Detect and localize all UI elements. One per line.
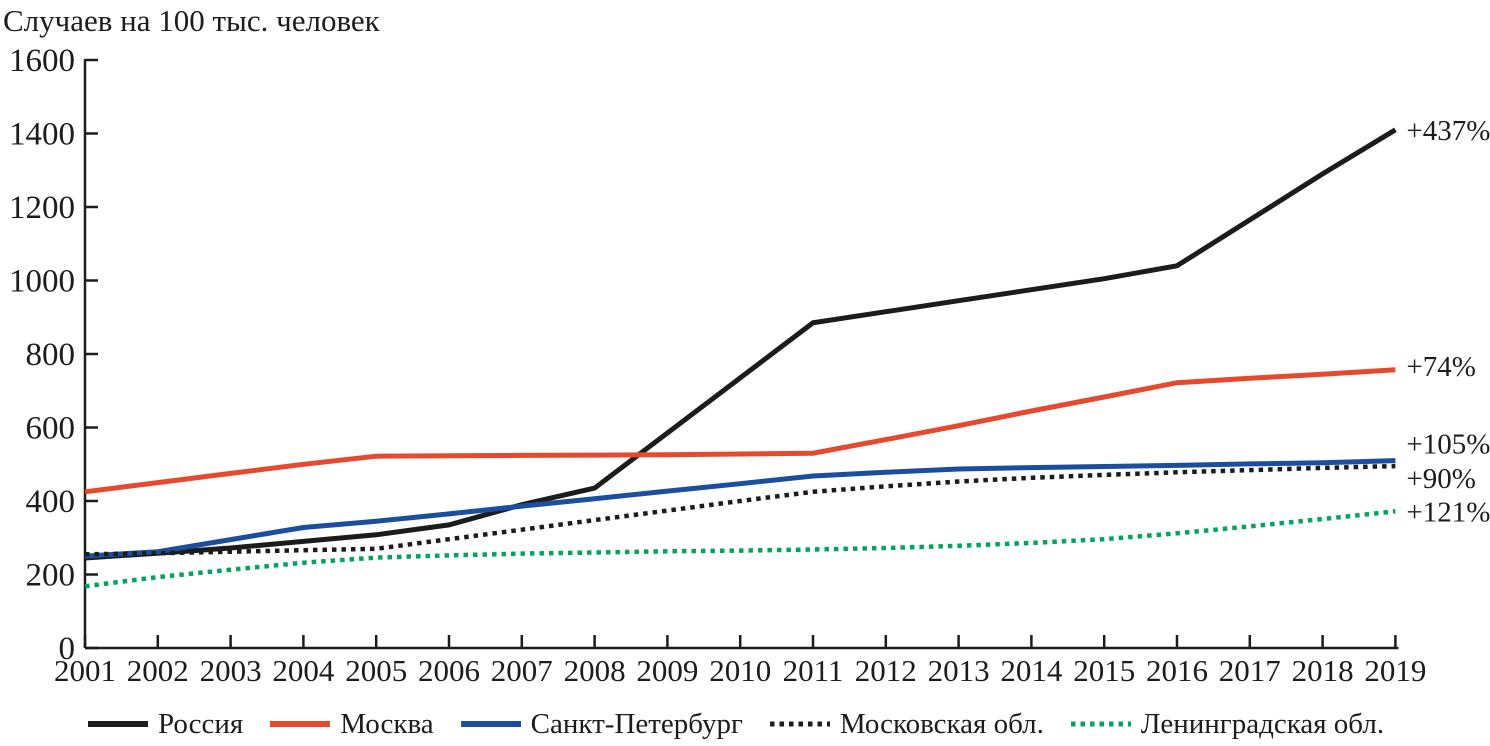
chart-title: Случаев на 100 тыс. человек [3,3,380,38]
y-tick-label: 1000 [9,264,75,300]
series-line-moscow [84,367,1396,495]
series-line-leningrad-oblast [84,509,1396,589]
x-tick-label: 2007 [491,653,553,688]
legend-swatch-moscow [270,721,331,727]
end-label-saint-petersburg: +105% [1406,429,1490,461]
legend-swatch-moscow-oblast [769,721,830,727]
x-tick-label: 2011 [783,653,844,688]
x-tick-label: 2014 [1000,653,1063,688]
legend-label-leningrad-oblast: Ленинградская обл. [1140,707,1385,740]
y-tick-label: 600 [26,411,76,447]
x-tick-label: 2003 [200,653,262,688]
x-tick-label: 2001 [54,653,116,688]
x-tick-label: 2015 [1073,653,1135,688]
x-tick-label: 2008 [564,653,626,688]
legend-label-russia: Россия [158,707,244,740]
end-label-russia: +437% [1406,115,1490,147]
x-tick-label: 2018 [1292,653,1354,688]
y-tick-label: 1600 [9,43,75,79]
series-line-saint-petersburg [84,458,1396,559]
legend-label-saint-petersburg: Санкт-Петербург [530,707,743,740]
x-tick-label: 2004 [272,653,335,688]
end-label-moscow-oblast: +90% [1406,463,1476,495]
end-label-moscow: +74% [1406,351,1476,383]
x-tick-label: 2010 [709,653,771,688]
series-line-russia [84,127,1397,561]
legend-item-saint-petersburg: Санкт-Петербург [460,707,743,741]
x-tick-label: 2006 [418,653,480,688]
y-tick-label: 800 [26,337,76,373]
y-tick-label: 1200 [9,190,75,226]
x-tick-label: 2019 [1364,653,1426,688]
y-tick-label: 400 [26,484,76,520]
x-tick-label: 2002 [127,653,189,688]
legend-label-moscow: Москва [340,707,434,740]
x-tick-label: 2009 [636,653,698,688]
y-tick-label: 0 [59,631,76,667]
chart-legend: Россия Москва Санкт-Петербург Московская об… [88,704,1448,744]
y-tick-label: 200 [26,558,76,594]
x-tick-label: 2012 [855,653,917,688]
x-tick-label: 2005 [345,653,407,688]
legend-swatch-saint-petersburg [460,721,521,727]
end-label-leningrad-oblast: +121% [1406,496,1490,528]
series-line-moscow-oblast [84,463,1396,557]
x-tick-label: 2016 [1146,653,1208,688]
x-tick-label: 2017 [1219,653,1281,688]
x-tick-label: 2013 [928,653,990,688]
legend-label-moscow-oblast: Московская обл. [839,707,1044,740]
legend-swatch-leningrad-oblast [1070,721,1131,727]
legend-item-russia: Россия [88,708,243,741]
legend-item-leningrad-oblast: Ленинградская обл. [1070,707,1385,741]
legend-item-moscow: Москва [270,707,434,741]
legend-item-moscow-oblast: Московская обл. [769,707,1044,741]
legend-swatch-russia [88,721,148,727]
y-tick-label: 1400 [9,117,75,153]
